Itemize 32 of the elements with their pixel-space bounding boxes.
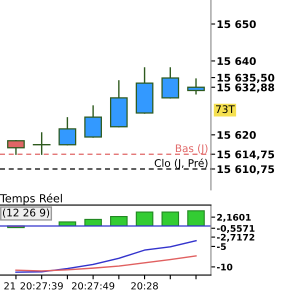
y-tick-label: 15 650 [218,20,256,28]
y-tick-label: 15 610,75 [218,165,274,174]
y-tick-label: 15 635,50 [218,74,274,84]
bar [162,212,180,227]
candlestick [58,117,76,146]
candlestick [187,78,205,95]
chart-title: Temps Réel [0,193,62,205]
line-series [15,240,197,273]
x-tick-label: 20:27:39 [20,282,63,290]
y-tick-label: 15 620 [218,131,256,139]
bar [110,216,128,227]
y-tick-label: -2,7172 [216,234,254,242]
y-tick-label: -0,5571 [216,224,254,233]
annotation: (12 26 9) [3,208,50,218]
y-tick-label: 15 614,75 [218,150,274,160]
y-tick-label: 2,1601 [217,214,251,222]
y-tick-label: -10 [216,264,232,270]
ref-line-label: Clo (J, Pré) [154,158,208,169]
y-tick-label: 15 632,88 [218,83,274,93]
line-series [15,255,197,272]
ref-line-label: Bas (J) [176,144,208,154]
x-tick-label: 20:28 [131,282,158,290]
bar [187,210,205,227]
bar [136,212,154,227]
y-tick-label: -5 [216,243,226,250]
y-tick-label: 15 640 [218,57,256,66]
candlestick [84,105,102,138]
text: 73T [216,105,235,114]
x-tick-label: 20:27:49 [72,282,114,290]
candlestick [32,132,51,155]
candlestick [161,67,180,99]
x-tick-label: 21 [4,282,16,290]
